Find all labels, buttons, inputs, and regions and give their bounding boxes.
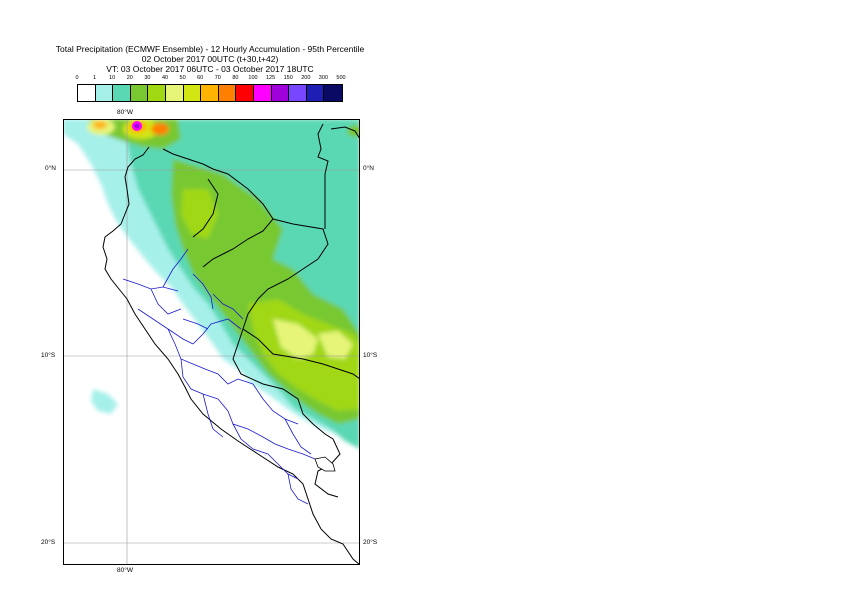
legend-swatch xyxy=(95,85,114,101)
legend-swatch xyxy=(271,85,290,101)
legend-tick-label: 300 xyxy=(318,75,328,81)
legend-swatch xyxy=(201,85,219,101)
legend-tick-label: 50 xyxy=(179,75,186,81)
legend-tick-label: 500 xyxy=(336,75,346,81)
lat-label-right-20: 20°S xyxy=(363,539,378,546)
legend-tick-label: 200 xyxy=(301,75,311,81)
legend-swatch xyxy=(289,85,307,101)
peak-markers xyxy=(132,121,142,131)
legend-swatch xyxy=(148,85,166,101)
legend-swatch xyxy=(130,85,149,101)
lat-label-left-0: 0°N xyxy=(45,165,56,172)
lat-label-left-20: 20°S xyxy=(41,539,56,546)
lon-label-bottom: 80°W xyxy=(117,567,133,574)
legend-tick-label: 10 xyxy=(109,75,116,81)
run-time: 02 October 2017 00UTC (t+30,t+42) xyxy=(141,54,279,64)
legend-swatch xyxy=(113,85,131,101)
graticule xyxy=(63,119,360,565)
lon-label-top: 80°W xyxy=(117,109,133,116)
legend-tick-label: 20 xyxy=(126,75,133,81)
legend-tick-label: 40 xyxy=(161,75,169,81)
legend-tick-label: 60 xyxy=(197,75,204,81)
legend-swatch xyxy=(236,85,254,101)
lat-label-right-0: 0°N xyxy=(363,165,374,172)
country-borders xyxy=(102,123,360,565)
legend-tick-label: 150 xyxy=(283,75,293,81)
color-legend xyxy=(77,84,343,102)
legend-tick-label: 70 xyxy=(214,75,221,81)
lat-label-right-10: 10°S xyxy=(363,352,378,359)
legend-swatch xyxy=(253,85,272,101)
department-boundaries xyxy=(122,248,316,505)
legend-tick-label: 80 xyxy=(232,75,239,81)
lat-label-left-10: 10°S xyxy=(41,352,56,359)
chart-title: Total Precipitation (ECMWF Ensemble) - 1… xyxy=(55,44,365,54)
legend-tick-label: 1 xyxy=(93,75,97,81)
precipitation-map xyxy=(63,119,360,565)
lake-titicaca xyxy=(314,456,336,472)
map-frame xyxy=(63,119,360,565)
legend-tick-label: 30 xyxy=(144,75,151,81)
legend-tick-label: 0 xyxy=(75,75,79,81)
map-svg xyxy=(63,119,360,565)
legend-swatch xyxy=(165,85,184,101)
legend-swatch xyxy=(218,85,237,101)
legend-swatch xyxy=(183,85,202,101)
legend-swatch xyxy=(78,85,96,101)
legend-tick-label: 100 xyxy=(248,75,258,81)
legend-labels: 0 1 10 20 30 40 50 60 70 80 100 125 150 200 300 500 xyxy=(0,75,842,85)
legend-tick-label: 125 xyxy=(266,75,276,81)
valid-time: VT: 03 October 2017 06UTC - 03 October 2… xyxy=(106,64,314,74)
legend-swatch xyxy=(324,85,342,101)
legend-swatch xyxy=(306,85,325,101)
